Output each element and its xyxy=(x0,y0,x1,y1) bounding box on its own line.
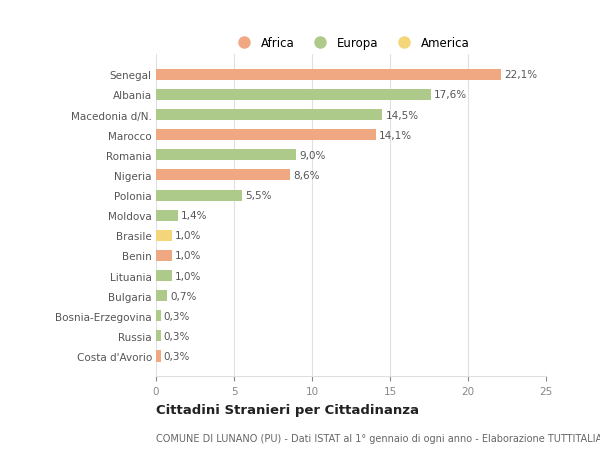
Bar xyxy=(156,190,242,201)
Bar xyxy=(156,230,172,241)
Bar xyxy=(156,70,501,81)
Bar xyxy=(156,250,172,262)
Text: 0,3%: 0,3% xyxy=(164,311,190,321)
Bar xyxy=(156,210,178,221)
Text: COMUNE DI LUNANO (PU) - Dati ISTAT al 1° gennaio di ogni anno - Elaborazione TUT: COMUNE DI LUNANO (PU) - Dati ISTAT al 1°… xyxy=(156,433,600,442)
Text: 8,6%: 8,6% xyxy=(293,171,320,180)
Text: 9,0%: 9,0% xyxy=(299,151,326,161)
Text: 22,1%: 22,1% xyxy=(504,70,537,80)
Text: 1,0%: 1,0% xyxy=(175,251,201,261)
Text: 1,4%: 1,4% xyxy=(181,211,208,221)
Text: 0,7%: 0,7% xyxy=(170,291,196,301)
Text: 0,3%: 0,3% xyxy=(164,331,190,341)
Text: 1,0%: 1,0% xyxy=(175,271,201,281)
Bar xyxy=(156,150,296,161)
Legend: Africa, Europa, America: Africa, Europa, America xyxy=(227,32,475,55)
Text: 17,6%: 17,6% xyxy=(434,90,467,100)
Bar xyxy=(156,130,376,141)
Bar xyxy=(156,311,161,322)
Bar xyxy=(156,291,167,302)
Bar xyxy=(156,170,290,181)
Bar xyxy=(156,90,431,101)
Text: Cittadini Stranieri per Cittadinanza: Cittadini Stranieri per Cittadinanza xyxy=(156,403,419,416)
Bar xyxy=(156,330,161,341)
Bar xyxy=(156,110,382,121)
Text: 14,1%: 14,1% xyxy=(379,130,412,140)
Text: 1,0%: 1,0% xyxy=(175,231,201,241)
Text: 5,5%: 5,5% xyxy=(245,190,271,201)
Bar xyxy=(156,270,172,281)
Bar xyxy=(156,351,161,362)
Text: 0,3%: 0,3% xyxy=(164,351,190,361)
Text: 14,5%: 14,5% xyxy=(385,110,418,120)
